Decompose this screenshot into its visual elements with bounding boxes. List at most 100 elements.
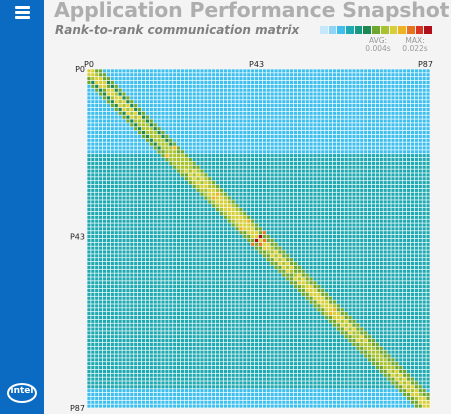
- heatmap-cell: [278, 77, 281, 80]
- heatmap-cell: [95, 143, 98, 146]
- heatmap-cell: [220, 131, 223, 134]
- heatmap-cell: [185, 69, 188, 72]
- heatmap-cell: [278, 69, 281, 72]
- heatmap-cell: [380, 274, 383, 277]
- heatmap-cell: [99, 220, 102, 223]
- heatmap-cell: [286, 223, 289, 226]
- heatmap-cell: [360, 123, 363, 126]
- heatmap-cell: [423, 150, 426, 153]
- heatmap-cell: [345, 254, 348, 257]
- heatmap-cell: [216, 96, 219, 99]
- heatmap-cell: [352, 243, 355, 246]
- heatmap-cell: [193, 250, 196, 253]
- heatmap-cell: [349, 193, 352, 196]
- heatmap-cell: [337, 127, 340, 130]
- heatmap-cell: [391, 162, 394, 165]
- heatmap-cell: [387, 220, 390, 223]
- heatmap-cell: [298, 208, 301, 211]
- heatmap-cell: [232, 220, 235, 223]
- heatmap-cell: [368, 212, 371, 215]
- heatmap-cell: [384, 177, 387, 180]
- heatmap-cell: [247, 216, 250, 219]
- heatmap-cell: [360, 139, 363, 142]
- heatmap-cell: [337, 231, 340, 234]
- heatmap-cell: [247, 123, 250, 126]
- heatmap-cell: [349, 266, 352, 269]
- heatmap-cell: [403, 177, 406, 180]
- heatmap-cell: [341, 250, 344, 253]
- heatmap-cell: [286, 92, 289, 95]
- heatmap-cell: [103, 235, 106, 238]
- heatmap-cell: [251, 274, 254, 277]
- heatmap-cell: [111, 131, 114, 134]
- heatmap-cell: [208, 173, 211, 176]
- heatmap-cell: [158, 96, 161, 99]
- heatmap-cell: [177, 158, 180, 161]
- heatmap-cell: [142, 131, 145, 134]
- heatmap-cell: [325, 69, 328, 72]
- heatmap-cell: [399, 254, 402, 257]
- heatmap-cell: [181, 104, 184, 107]
- heatmap-cell: [399, 181, 402, 184]
- heatmap-cell: [329, 185, 332, 188]
- heatmap-cell: [290, 116, 293, 119]
- heatmap-cell: [169, 208, 172, 211]
- heatmap-cell: [200, 277, 203, 280]
- heatmap-cell: [306, 85, 309, 88]
- heatmap-cell: [376, 123, 379, 126]
- heatmap-cell: [313, 277, 316, 280]
- heatmap-cell: [368, 89, 371, 92]
- heatmap-cell: [302, 231, 305, 234]
- heatmap-cell: [130, 112, 133, 115]
- heatmap-cell: [267, 85, 270, 88]
- heatmap-cell: [228, 235, 231, 238]
- heatmap-cell: [228, 92, 231, 95]
- heatmap-cell: [271, 258, 274, 261]
- heatmap-cell: [395, 223, 398, 226]
- heatmap-cell: [154, 81, 157, 84]
- heatmap-cell: [115, 208, 118, 211]
- heatmap-cell: [196, 274, 199, 277]
- heatmap-cell: [317, 166, 320, 169]
- heatmap-cell: [220, 89, 223, 92]
- heatmap-cell: [290, 166, 293, 169]
- heatmap-cell: [345, 123, 348, 126]
- heatmap-cell: [317, 220, 320, 223]
- heatmap-cell: [376, 208, 379, 211]
- heatmap-cell: [107, 131, 110, 134]
- heatmap-cell: [91, 181, 94, 184]
- heatmap-cell: [220, 223, 223, 226]
- heatmap-cell: [349, 81, 352, 84]
- heatmap-cell: [267, 77, 270, 80]
- heatmap-cell: [263, 135, 266, 138]
- heatmap-cell: [376, 243, 379, 246]
- heatmap-cell: [352, 239, 355, 242]
- heatmap-cell: [302, 123, 305, 126]
- heatmap-cell: [274, 154, 277, 157]
- heatmap-cell: [274, 243, 277, 246]
- heatmap-cell: [161, 123, 164, 126]
- heatmap-cell: [142, 77, 145, 80]
- heatmap-cell: [158, 208, 161, 211]
- heatmap-cell: [419, 216, 422, 219]
- heatmap-cell: [411, 108, 414, 111]
- heatmap-cell: [372, 112, 375, 115]
- heatmap-cell: [196, 73, 199, 76]
- heatmap-cell: [99, 154, 102, 157]
- heatmap-cell: [158, 243, 161, 246]
- heatmap-cell: [87, 135, 90, 138]
- heatmap-cell: [130, 162, 133, 165]
- heatmap-cell: [119, 104, 122, 107]
- heatmap-cell: [181, 185, 184, 188]
- heatmap-cell: [341, 258, 344, 261]
- heatmap-cell: [317, 92, 320, 95]
- heatmap-cell: [317, 150, 320, 153]
- heatmap-cell: [274, 170, 277, 173]
- heatmap-cell: [395, 247, 398, 250]
- heatmap-cell: [200, 250, 203, 253]
- heatmap-cell: [177, 143, 180, 146]
- heatmap-cell: [298, 281, 301, 284]
- heatmap-cell: [87, 162, 90, 165]
- heatmap-cell: [380, 69, 383, 72]
- heatmap-cell: [220, 116, 223, 119]
